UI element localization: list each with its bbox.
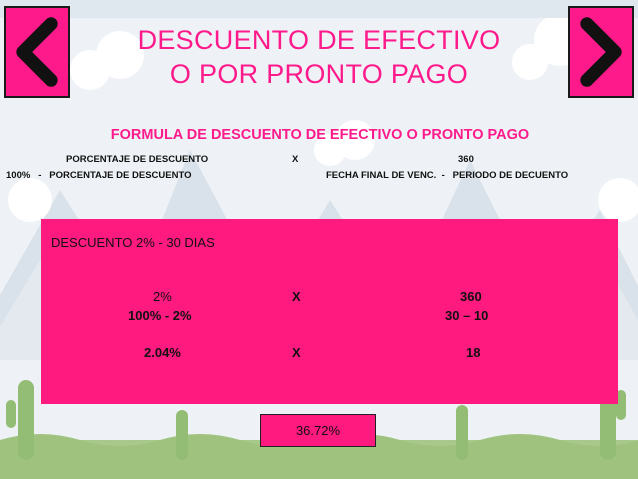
row3-left: 2.04% [144, 345, 181, 360]
formula-numerator-left: PORCENTAJE DE DESCUENTO [66, 154, 209, 165]
row1-operator: X [292, 289, 301, 304]
row2-right: 30 – 10 [445, 308, 489, 323]
formula-numerator-right: 360 [458, 154, 474, 165]
row1-left: 2% [153, 289, 172, 304]
row1-right: 360 [460, 289, 482, 304]
next-slide-button[interactable] [568, 6, 634, 98]
slide-title-line-2: O POR PRONTO PAGO [169, 59, 469, 89]
result-box: 36.72% [260, 414, 376, 447]
slide-title-line-1: DESCUENTO DE EFECTIVO [137, 25, 501, 55]
row3-operator: X [292, 345, 301, 360]
example-panel: DESCUENTO 2% - 30 DIAS 2% X 360 100% - 2… [41, 219, 618, 404]
formula-denominator-right: FECHA FINAL DE VENC. - PERIODO DE DECUEN… [326, 170, 569, 181]
chevron-left-icon [16, 17, 58, 87]
row3-right: 18 [466, 345, 481, 360]
example-heading: DESCUENTO 2% - 30 DIAS [51, 235, 215, 250]
formula-operator: X [292, 154, 299, 165]
formula-heading: FORMULA DE DESCUENTO DE EFECTIVO O PRONT… [110, 127, 530, 143]
row2-left: 100% - 2% [128, 308, 192, 323]
previous-slide-button[interactable] [4, 6, 70, 98]
chevron-right-icon [580, 17, 622, 87]
formula-denominator-left: 100% - PORCENTAJE DE DESCUENTO [6, 170, 192, 181]
